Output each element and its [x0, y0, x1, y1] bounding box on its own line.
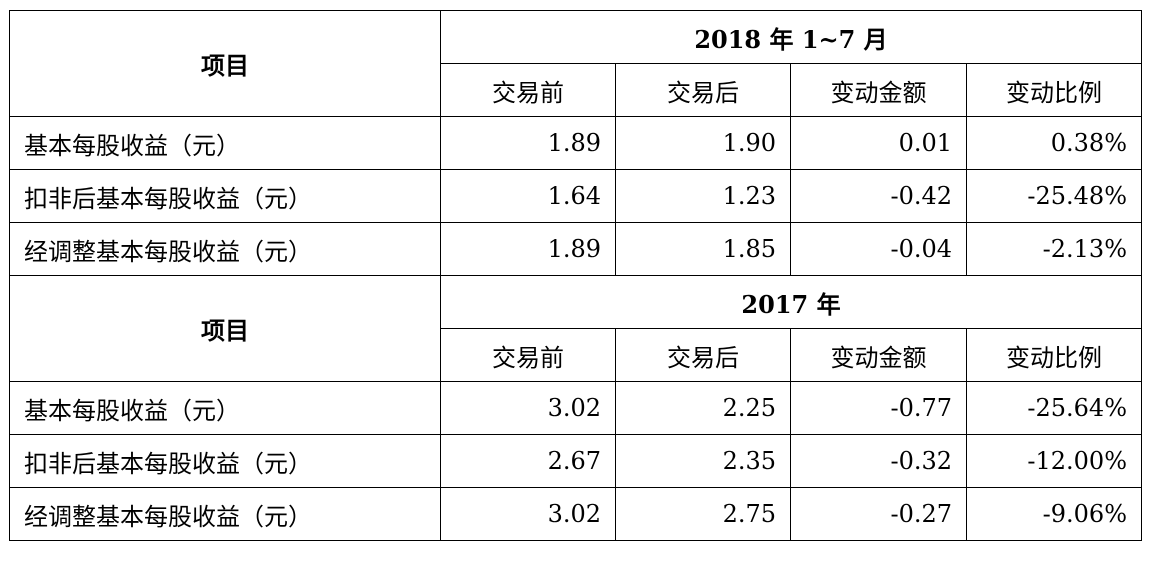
value-change-ratio: -25.64%	[966, 381, 1142, 435]
period-header: 2017 年	[440, 275, 1142, 329]
table-row: 经调整基本每股收益（元） 3.02 2.75 -0.27 -9.06%	[9, 487, 1142, 541]
row-label: 基本每股收益（元）	[9, 381, 441, 435]
value-change-ratio: -2.13%	[966, 222, 1142, 276]
value-before: 1.89	[440, 116, 616, 170]
column-header-change-ratio: 变动比例	[966, 63, 1142, 117]
item-column-header: 项目	[9, 275, 441, 382]
value-before: 3.02	[440, 381, 616, 435]
table-row: 基本每股收益（元） 3.02 2.25 -0.77 -25.64%	[9, 381, 1142, 435]
section-header-row: 项目 2018 年 1~7 月	[9, 10, 1142, 117]
value-after: 1.85	[615, 222, 791, 276]
period-header: 2018 年 1~7 月	[440, 10, 1142, 64]
table-row: 扣非后基本每股收益（元） 2.67 2.35 -0.32 -12.00%	[9, 434, 1142, 488]
value-change-ratio: -25.48%	[966, 169, 1142, 223]
value-before: 3.02	[440, 487, 616, 541]
column-header-before: 交易前	[440, 63, 616, 117]
value-after: 2.25	[615, 381, 791, 435]
value-change-ratio: -9.06%	[966, 487, 1142, 541]
section-header-row: 项目 2017 年	[9, 275, 1142, 382]
row-label: 经调整基本每股收益（元）	[9, 487, 441, 541]
row-label: 扣非后基本每股收益（元）	[9, 169, 441, 223]
value-change-amount: -0.32	[790, 434, 967, 488]
value-change-amount: -0.27	[790, 487, 967, 541]
row-label: 扣非后基本每股收益（元）	[9, 434, 441, 488]
value-after: 1.23	[615, 169, 791, 223]
value-change-amount: -0.42	[790, 169, 967, 223]
column-header-before: 交易前	[440, 328, 616, 382]
value-after: 2.75	[615, 487, 791, 541]
value-change-ratio: -12.00%	[966, 434, 1142, 488]
value-change-amount: -0.77	[790, 381, 967, 435]
value-after: 2.35	[615, 434, 791, 488]
column-header-change-ratio: 变动比例	[966, 328, 1142, 382]
value-after: 1.90	[615, 116, 791, 170]
row-label: 经调整基本每股收益（元）	[9, 222, 441, 276]
value-before: 1.89	[440, 222, 616, 276]
value-change-amount: 0.01	[790, 116, 967, 170]
column-header-after: 交易后	[615, 328, 791, 382]
value-change-ratio: 0.38%	[966, 116, 1142, 170]
item-column-header: 项目	[9, 10, 441, 117]
column-header-after: 交易后	[615, 63, 791, 117]
row-label: 基本每股收益（元）	[9, 116, 441, 170]
value-before: 2.67	[440, 434, 616, 488]
table-row: 基本每股收益（元） 1.89 1.90 0.01 0.38%	[9, 116, 1142, 170]
value-change-amount: -0.04	[790, 222, 967, 276]
table-row: 扣非后基本每股收益（元） 1.64 1.23 -0.42 -25.48%	[9, 169, 1142, 223]
column-header-change-amount: 变动金额	[790, 63, 967, 117]
column-header-change-amount: 变动金额	[790, 328, 967, 382]
value-before: 1.64	[440, 169, 616, 223]
eps-comparison-table: 项目 2018 年 1~7 月 交易前 交易后 变动金额 变动比例 基本每股收益…	[9, 10, 1142, 541]
table-row: 经调整基本每股收益（元） 1.89 1.85 -0.04 -2.13%	[9, 222, 1142, 276]
